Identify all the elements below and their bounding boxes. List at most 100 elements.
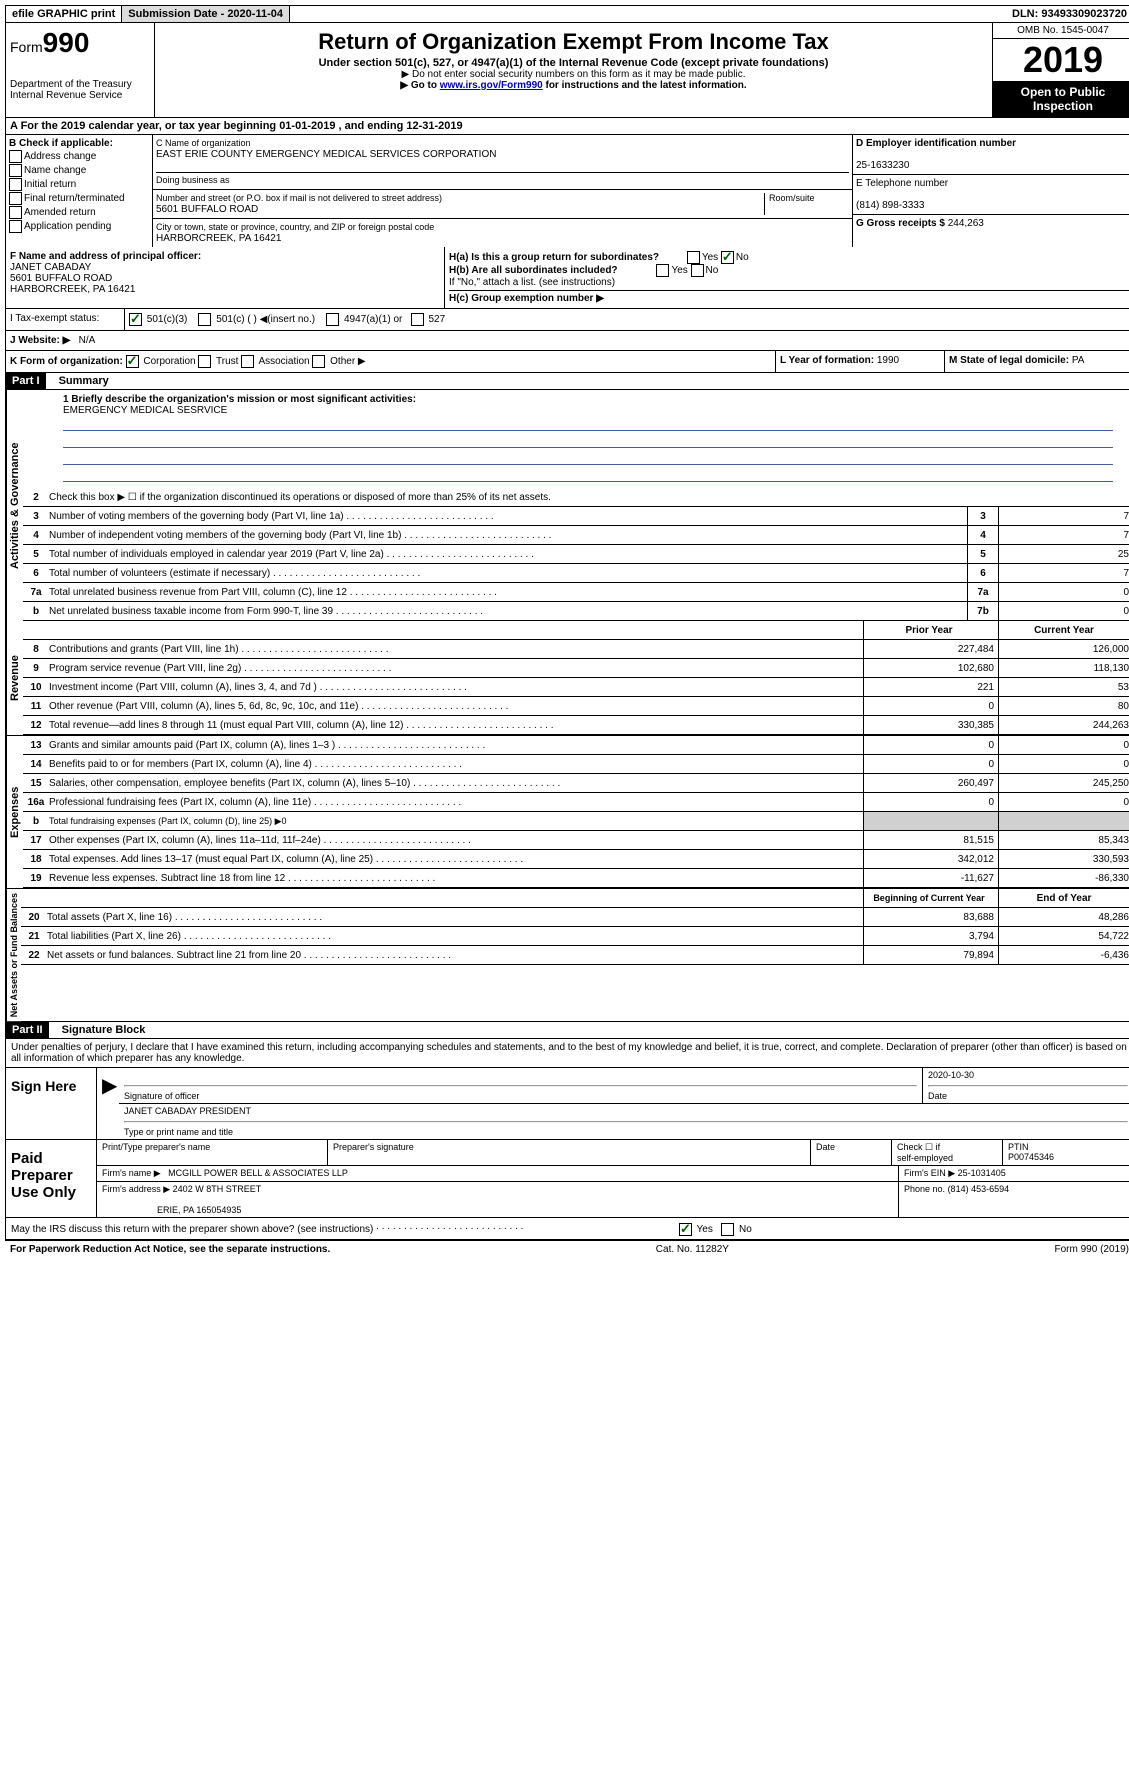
website: N/A xyxy=(79,335,96,346)
end-header: End of Year xyxy=(998,889,1129,907)
curr-14: 0 xyxy=(998,755,1129,773)
chk-ha-yes[interactable] xyxy=(687,251,700,264)
prior-16a: 0 xyxy=(863,793,998,811)
prior-8: 227,484 xyxy=(863,640,998,658)
form-title: Return of Organization Exempt From Incom… xyxy=(159,29,988,55)
chk-other[interactable] xyxy=(312,355,325,368)
org-city: HARBORCREEK, PA 16421 xyxy=(156,233,281,244)
chk-name[interactable] xyxy=(9,164,22,177)
gross-receipts: 244,263 xyxy=(948,218,984,229)
cat-no: Cat. No. 11282Y xyxy=(656,1244,729,1255)
efile-link[interactable]: efile GRAPHIC print xyxy=(6,6,122,22)
curr-20: 48,286 xyxy=(998,908,1129,926)
chk-address[interactable] xyxy=(9,150,22,163)
form-number: 990 xyxy=(43,27,90,58)
firm-ein: 25-1031405 xyxy=(958,1168,1006,1178)
line-22: Net assets or fund balances. Subtract li… xyxy=(47,948,863,963)
line-7a: Total unrelated business revenue from Pa… xyxy=(49,585,967,600)
line-13: Grants and similar amounts paid (Part IX… xyxy=(49,738,863,753)
prior-14: 0 xyxy=(863,755,998,773)
curr-15: 245,250 xyxy=(998,774,1129,792)
prior-11: 0 xyxy=(863,697,998,715)
firm-addr2: ERIE, PA 165054935 xyxy=(157,1205,241,1215)
signer-name: JANET CABADAY PRESIDENT xyxy=(124,1106,251,1116)
netassets-section: Net Assets or Fund Balances Beginning of… xyxy=(5,889,1129,1022)
line-11: Other revenue (Part VIII, column (A), li… xyxy=(49,699,863,714)
chk-discuss-yes[interactable] xyxy=(679,1223,692,1236)
chk-final[interactable] xyxy=(9,192,22,205)
part1-label: Part I xyxy=(6,373,46,389)
omb-number: OMB No. 1545-0047 xyxy=(993,23,1129,39)
firm-addr1: 2402 W 8TH STREET xyxy=(173,1184,262,1194)
line-8: Contributions and grants (Part VIII, lin… xyxy=(49,642,863,657)
line16b: Total fundraising expenses (Part IX, col… xyxy=(49,814,863,829)
form-header: Form990 Department of the Treasury Inter… xyxy=(5,23,1129,118)
irs-label: Internal Revenue Service xyxy=(10,90,150,101)
expense-section: Expenses 13 Grants and similar amounts p… xyxy=(5,736,1129,889)
paid-preparer: Paid Preparer Use Only xyxy=(6,1140,97,1217)
chk-corp[interactable] xyxy=(126,355,139,368)
form-prefix: Form xyxy=(10,39,43,55)
sign-here: Sign Here xyxy=(6,1068,97,1139)
chk-ha-no[interactable] xyxy=(721,251,734,264)
chk-hb-yes[interactable] xyxy=(656,264,669,277)
org-street: 5601 BUFFALO ROAD xyxy=(156,204,258,215)
line-15: Salaries, other compensation, employee b… xyxy=(49,776,863,791)
curr-17: 85,343 xyxy=(998,831,1129,849)
chk-assoc[interactable] xyxy=(241,355,254,368)
footer: For Paperwork Reduction Act Notice, see … xyxy=(5,1240,1129,1258)
line-20: Total assets (Part X, line 16) xyxy=(47,910,863,925)
val-3: 7 xyxy=(998,507,1129,525)
curr-19: -86,330 xyxy=(998,869,1129,887)
line-6: Total number of volunteers (estimate if … xyxy=(49,566,967,581)
line-5: Total number of individuals employed in … xyxy=(49,547,967,562)
chk-501c[interactable] xyxy=(198,313,211,326)
mission-text: EMERGENCY MEDICAL SESRVICE xyxy=(63,405,227,416)
firm-phone: (814) 453-6594 xyxy=(948,1184,1010,1194)
tax-year: 2019 xyxy=(993,39,1129,81)
chk-527[interactable] xyxy=(411,313,424,326)
curr-21: 54,722 xyxy=(998,927,1129,945)
curr-9: 118,130 xyxy=(998,659,1129,677)
chk-pending[interactable] xyxy=(9,220,22,233)
line-14: Benefits paid to or for members (Part IX… xyxy=(49,757,863,772)
val-b: 0 xyxy=(998,602,1129,620)
row-a-period: A For the 2019 calendar year, or tax yea… xyxy=(5,118,1129,135)
line-19: Revenue less expenses. Subtract line 18 … xyxy=(49,871,863,886)
penalty-text: Under penalties of perjury, I declare th… xyxy=(6,1039,1129,1067)
ein: 25-1633230 xyxy=(856,160,909,171)
gov-label: Activities & Governance xyxy=(6,390,23,621)
form990-link[interactable]: www.irs.gov/Form990 xyxy=(440,80,543,91)
line-10: Investment income (Part VIII, column (A)… xyxy=(49,680,863,695)
curr-16a: 0 xyxy=(998,793,1129,811)
open-public: Open to Public Inspection xyxy=(993,81,1129,117)
chk-501c3[interactable] xyxy=(129,313,142,326)
line-4: Number of independent voting members of … xyxy=(49,528,967,543)
prior-10: 221 xyxy=(863,678,998,696)
chk-4947[interactable] xyxy=(326,313,339,326)
na-label: Net Assets or Fund Balances xyxy=(6,889,21,1021)
sub3-post: for instructions and the latest informat… xyxy=(543,80,747,91)
curr-11: 80 xyxy=(998,697,1129,715)
ptin: P00745346 xyxy=(1008,1152,1054,1162)
revenue-section: Revenue Prior Year Current Year 8 Contri… xyxy=(5,621,1129,736)
officer-addr2: HARBORCREEK, PA 16421 xyxy=(10,284,135,295)
part2-title: Signature Block xyxy=(52,1024,146,1036)
line-12: Total revenue—add lines 8 through 11 (mu… xyxy=(49,718,863,733)
chk-discuss-no[interactable] xyxy=(721,1223,734,1236)
prior-9: 102,680 xyxy=(863,659,998,677)
line-21: Total liabilities (Part X, line 26) xyxy=(47,929,863,944)
chk-trust[interactable] xyxy=(198,355,211,368)
chk-hb-no[interactable] xyxy=(691,264,704,277)
prior-15: 260,497 xyxy=(863,774,998,792)
part2-label: Part II xyxy=(6,1022,49,1038)
officer-addr1: 5601 BUFFALO ROAD xyxy=(10,273,112,284)
part1-title: Summary xyxy=(49,375,109,387)
dln: DLN: 93493309023720 xyxy=(1006,6,1129,22)
val-7a: 0 xyxy=(998,583,1129,601)
phone: (814) 898-3333 xyxy=(856,200,924,211)
prior-header: Prior Year xyxy=(863,621,998,639)
chk-amended[interactable] xyxy=(9,206,22,219)
chk-initial[interactable] xyxy=(9,178,22,191)
right-boxes: D Employer identification number25-16332… xyxy=(853,135,1129,247)
